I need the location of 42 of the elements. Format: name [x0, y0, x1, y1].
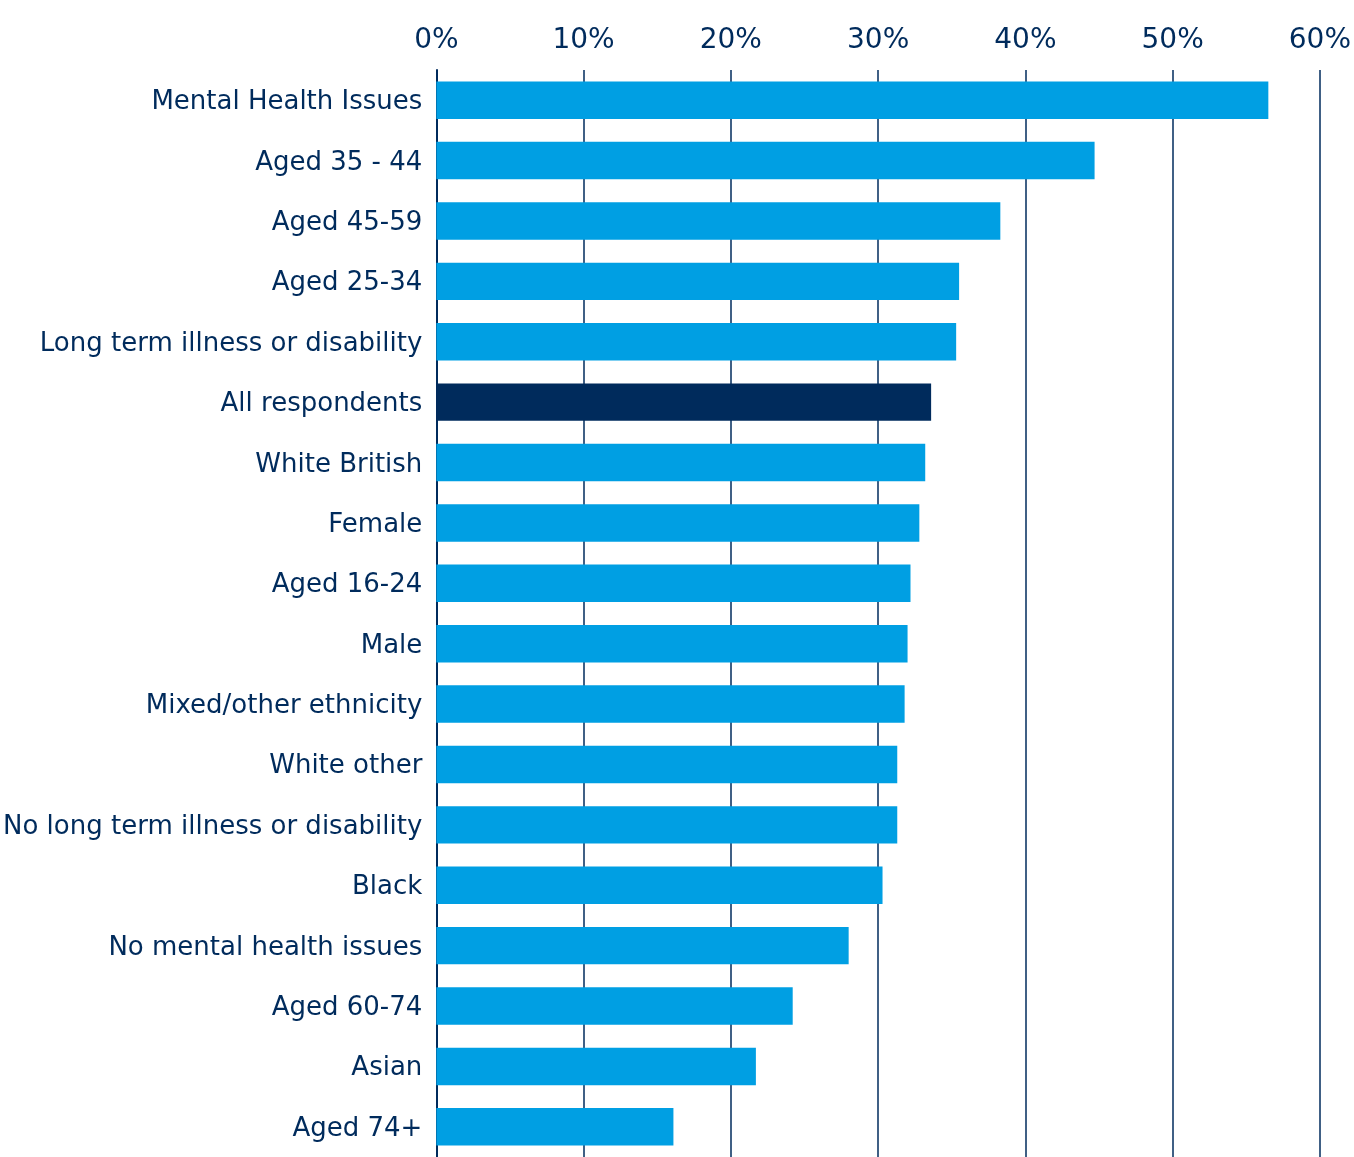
- bar: [436, 141, 1095, 180]
- y-tick-label: Asian: [351, 1051, 423, 1082]
- y-tick-label: White British: [255, 447, 423, 478]
- bar: [436, 866, 883, 904]
- y-tick-label: Aged 35 - 44: [255, 145, 423, 176]
- bar: [436, 624, 908, 663]
- bar: [436, 262, 960, 301]
- y-tick-label: White other: [269, 749, 423, 780]
- y-tick-label: Aged 45-59: [271, 205, 423, 236]
- bar: [436, 926, 849, 965]
- bar: [436, 443, 926, 482]
- y-tick-label: Aged 25-34: [271, 266, 423, 297]
- x-tick-label: 30%: [846, 21, 910, 55]
- bar: [436, 81, 1269, 119]
- x-tick-label: 20%: [699, 21, 762, 55]
- bar: [436, 1047, 756, 1086]
- x-tick-label: 0%: [414, 21, 459, 55]
- bar: [436, 806, 898, 844]
- bar: [436, 987, 793, 1025]
- bar: [436, 745, 898, 784]
- y-tick-label: Aged 60-74: [271, 991, 423, 1022]
- y-tick-label: Black: [351, 870, 423, 901]
- y-tick-label: Male: [360, 628, 423, 659]
- y-tick-label: No mental health issues: [108, 930, 423, 961]
- y-tick-label: Mixed/other ethnicity: [145, 689, 423, 720]
- bar: [436, 685, 905, 723]
- y-tick-label: Aged 16-24: [271, 568, 423, 599]
- x-tick-label: 10%: [552, 21, 615, 55]
- y-tick-label: Mental Health Issues: [151, 85, 423, 116]
- y-tick-label: Long term illness or disability: [39, 326, 423, 357]
- bar: [436, 202, 1001, 240]
- y-tick-label: All respondents: [220, 387, 423, 418]
- bar: [436, 1108, 674, 1146]
- bar: [436, 504, 920, 542]
- x-tick-label: 40%: [994, 21, 1057, 55]
- x-tick-label: 50%: [1141, 21, 1204, 55]
- bar: [436, 564, 911, 603]
- bar: [436, 323, 957, 361]
- x-tick-label: 60%: [1288, 21, 1351, 55]
- y-tick-label: Female: [328, 507, 423, 538]
- y-tick-label: No long term illness or disability: [3, 809, 423, 840]
- y-tick-label: Aged 74+: [292, 1111, 423, 1142]
